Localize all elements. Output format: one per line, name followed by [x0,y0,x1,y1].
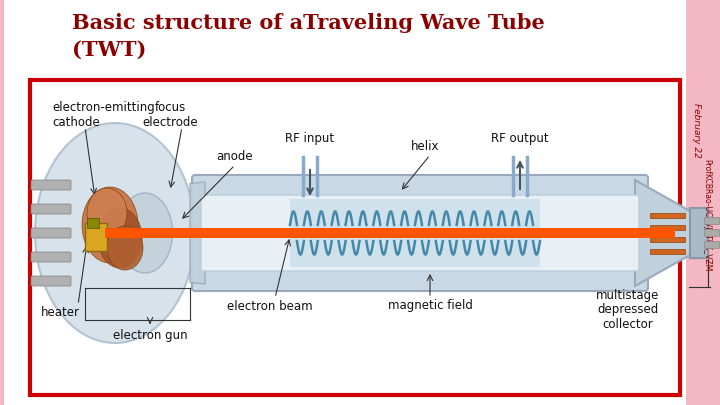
Ellipse shape [117,193,173,273]
Text: electron-emitting
cathode: electron-emitting cathode [52,101,155,129]
Text: RF output: RF output [491,132,549,145]
Text: (TWT): (TWT) [72,40,146,60]
Text: helix: helix [410,141,439,153]
Text: February 22: February 22 [691,102,701,158]
Polygon shape [190,182,205,284]
Bar [0,0,4,405]
FancyBboxPatch shape [31,228,71,238]
Text: magnetic field: magnetic field [387,300,472,313]
FancyBboxPatch shape [704,217,719,224]
Text: anode: anode [217,151,253,164]
Bar [650,225,685,230]
Bar [87,218,99,228]
FancyBboxPatch shape [31,276,71,286]
Bar [650,213,685,218]
Ellipse shape [82,187,138,263]
Text: focus
electrode: focus electrode [142,101,198,129]
Text: multistage
depressed
collector: multistage depressed collector [596,288,660,332]
Bar [290,199,540,267]
FancyBboxPatch shape [704,230,719,237]
FancyBboxPatch shape [31,252,71,262]
Text: Basic structure of aTraveling Wave Tube: Basic structure of aTraveling Wave Tube [72,13,545,33]
Ellipse shape [107,226,143,270]
FancyBboxPatch shape [31,180,71,190]
FancyBboxPatch shape [201,195,639,271]
FancyBboxPatch shape [192,175,648,291]
Ellipse shape [98,208,142,268]
FancyBboxPatch shape [31,204,71,214]
Text: ProfKCBRao-UCEVJNTUK_VZM: ProfKCBRao-UCEVJNTUK_VZM [703,159,711,271]
Ellipse shape [35,123,195,343]
Polygon shape [635,180,700,286]
Text: heater: heater [40,305,79,318]
Bar [686,0,720,405]
Bar [105,228,675,238]
Text: electron gun: electron gun [113,328,187,341]
Text: RF input: RF input [285,132,335,145]
Bar [690,208,708,258]
Bar [85,223,107,251]
FancyBboxPatch shape [704,241,719,249]
Bar [650,237,685,242]
Text: electron beam: electron beam [228,300,312,313]
Bar [30,80,680,395]
Bar [650,249,685,254]
Ellipse shape [87,188,127,238]
